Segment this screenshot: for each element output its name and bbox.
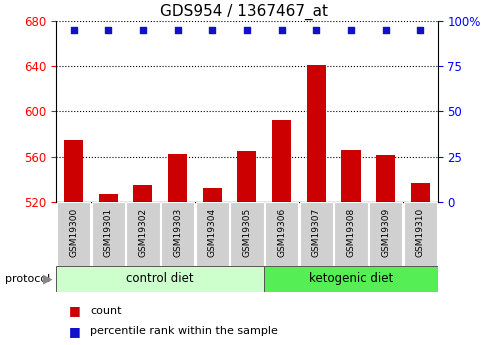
Text: count: count: [90, 306, 122, 315]
Text: control diet: control diet: [126, 272, 194, 285]
Text: protocol: protocol: [5, 274, 50, 284]
Bar: [410, 183, 429, 202]
Text: GSM19310: GSM19310: [415, 208, 424, 257]
Bar: [203, 188, 222, 202]
Point: [69, 27, 77, 32]
Bar: [91, 202, 124, 266]
Bar: [334, 202, 367, 266]
Bar: [57, 202, 90, 266]
Bar: [195, 202, 228, 266]
Point: [139, 27, 146, 32]
Bar: [264, 202, 298, 266]
Bar: [168, 154, 187, 202]
Text: GSM19301: GSM19301: [103, 208, 113, 257]
Point: [381, 27, 389, 32]
Point: [208, 27, 216, 32]
Point: [277, 27, 285, 32]
Text: GDS954 / 1367467_at: GDS954 / 1367467_at: [160, 3, 328, 20]
Bar: [341, 150, 360, 202]
Bar: [237, 151, 256, 202]
Text: GSM19305: GSM19305: [242, 208, 251, 257]
Text: GSM19309: GSM19309: [380, 208, 389, 257]
Point: [173, 27, 181, 32]
Point: [104, 27, 112, 32]
Point: [243, 27, 250, 32]
Text: GSM19300: GSM19300: [69, 208, 78, 257]
Bar: [306, 65, 325, 202]
Bar: [403, 202, 436, 266]
Text: ■: ■: [68, 325, 80, 338]
Text: ■: ■: [68, 304, 80, 317]
Text: GSM19306: GSM19306: [277, 208, 285, 257]
Point: [346, 27, 354, 32]
Bar: [126, 202, 159, 266]
Text: ketogenic diet: ketogenic diet: [308, 272, 392, 285]
Bar: [230, 202, 263, 266]
Bar: [99, 194, 118, 202]
Bar: [375, 155, 394, 202]
Text: GSM19307: GSM19307: [311, 208, 320, 257]
Point: [312, 27, 320, 32]
Bar: [161, 202, 194, 266]
Text: GSM19303: GSM19303: [173, 208, 182, 257]
Text: GSM19304: GSM19304: [207, 208, 216, 257]
Bar: [299, 202, 332, 266]
Bar: [56, 266, 264, 292]
Bar: [368, 202, 402, 266]
Text: percentile rank within the sample: percentile rank within the sample: [90, 326, 278, 336]
Text: ▶: ▶: [43, 272, 53, 285]
Text: GSM19302: GSM19302: [138, 208, 147, 257]
Bar: [271, 120, 290, 202]
Text: GSM19308: GSM19308: [346, 208, 355, 257]
Point: [416, 27, 424, 32]
Bar: [264, 266, 437, 292]
Bar: [133, 185, 152, 202]
Bar: [64, 140, 83, 202]
